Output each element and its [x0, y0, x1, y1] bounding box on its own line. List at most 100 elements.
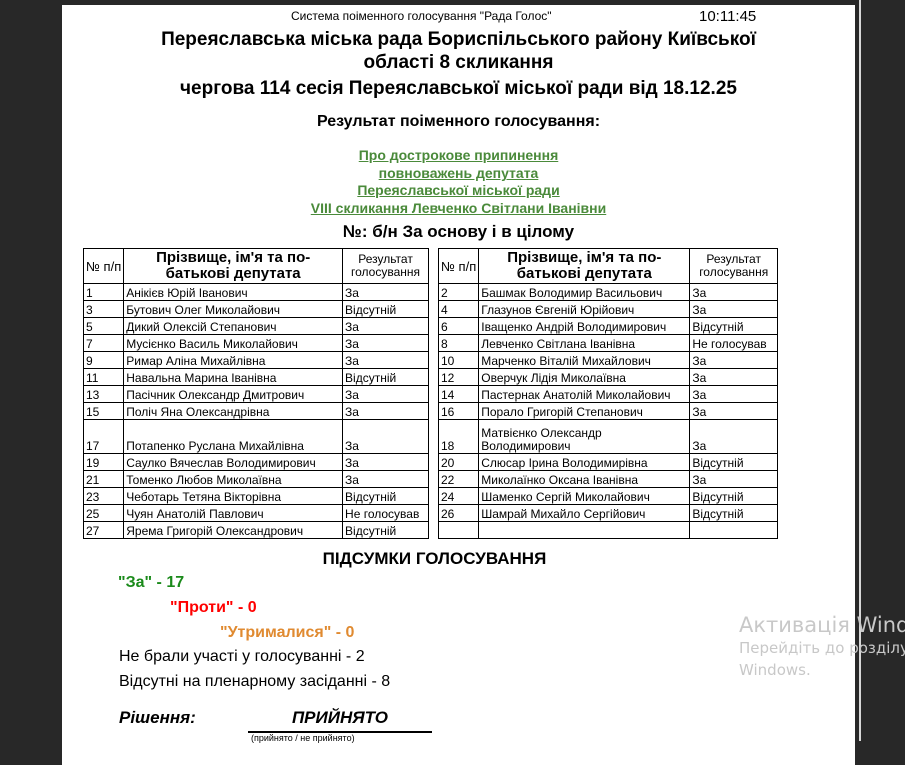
vote-result: За	[342, 470, 429, 488]
col-name: Прізвище, ім'я та по-батькові депутата	[123, 248, 344, 284]
deputy-name: Пасічник Олександр Дмитрович	[123, 385, 344, 403]
table-row: 27 Ярема Григорій Олександрович Відсутній	[82, 521, 429, 539]
vote-result: За	[689, 368, 778, 386]
table-row: 11 Навальна Марина Іванівна Відсутній	[82, 368, 429, 386]
row-number	[437, 521, 480, 539]
deputy-name: Томенко Любов Миколаївна	[123, 470, 344, 488]
vote-result: Відсутній	[342, 300, 429, 318]
summary-abstained: "Утрималися" - 0	[220, 624, 355, 641]
decision-value: ПРИЙНЯТО	[248, 708, 432, 733]
window-divider	[859, 0, 861, 741]
deputy-name: Порало Григорій Степанович	[478, 402, 691, 420]
table-row: 7 Мусієнко Василь Миколайович За	[82, 334, 429, 352]
row-number: 15	[82, 402, 125, 420]
subject-line: Про дострокове припинення	[358, 147, 559, 163]
row-number: 8	[437, 334, 480, 352]
row-number: 23	[82, 487, 125, 505]
col-name: Прізвище, ім'я та по-батькові депутата	[478, 248, 691, 284]
table-row: 9 Римар Аліна Михайлівна За	[82, 351, 429, 369]
deputy-name: Башмак Володимир Васильович	[478, 283, 691, 301]
deputy-name: Слюсар Ірина Володимирівна	[478, 453, 691, 471]
table-row: 8 Левченко Світлана Іванівна Не голосував	[437, 334, 778, 352]
vote-result: За	[342, 351, 429, 369]
deputy-name: Левченко Світлана Іванівна	[478, 334, 691, 352]
table-header: № п/п Прізвище, ім'я та по-батькові депут…	[82, 248, 429, 284]
col-result: Результат голосування	[342, 248, 429, 284]
col-result: Результат голосування	[689, 248, 778, 284]
table-row: 14 Пастернак Анатолій Миколайович За	[437, 385, 778, 403]
windows-activation-watermark: Активація Windows Перейдіть до розділу W…	[739, 613, 905, 679]
table-header: № п/п Прізвище, ім'я та по-батькові депут…	[437, 248, 778, 284]
deputy-name: Шаменко Сергій Миколайович	[478, 487, 691, 505]
row-number: 18	[437, 419, 480, 454]
vote-result: Відсутній	[342, 521, 429, 539]
table-row: 17 Потапенко Руслана Михайлівна За	[82, 419, 429, 454]
deputy-name: Марченко Віталій Михайлович	[478, 351, 691, 369]
deputy-name: Римар Аліна Михайлівна	[123, 351, 344, 369]
table-row: 1 Анікієв Юрій Іванович За	[82, 283, 429, 301]
row-number: 2	[437, 283, 480, 301]
deputy-name: Поліч Яна Олександрівна	[123, 402, 344, 420]
table-row: 13 Пасічник Олександр Дмитрович За	[82, 385, 429, 403]
table-row: 15 Поліч Яна Олександрівна За	[82, 402, 429, 420]
row-number: 24	[437, 487, 480, 505]
vote-result: За	[689, 351, 778, 369]
vote-result: За	[689, 470, 778, 488]
table-row: 5 Дикий Олексій Степанович За	[82, 317, 429, 335]
row-number: 3	[82, 300, 125, 318]
row-number: 10	[437, 351, 480, 369]
vote-result: За	[342, 334, 429, 352]
summary-heading: ПІДСУМКИ ГОЛОСУВАННЯ	[322, 549, 547, 568]
vote-result: Не голосував	[342, 504, 429, 522]
table-row	[437, 521, 778, 539]
vote-result	[689, 521, 778, 539]
decision-label: Рішення:	[119, 708, 196, 727]
table-row: 25 Чуян Анатолій Павлович Не голосував	[82, 504, 429, 522]
deputy-name: Ярема Григорій Олександрович	[123, 521, 344, 539]
deputy-name: Шамрай Михайло Сергійович	[478, 504, 691, 522]
row-number: 20	[437, 453, 480, 471]
summary-for: "За" - 17	[118, 574, 185, 591]
deputy-name: Мусієнко Василь Миколайович	[123, 334, 344, 352]
council-title-2: області 8 скликання	[363, 52, 554, 73]
vote-result: За	[342, 385, 429, 403]
document-page: Система поіменного голосування "Рада Гол…	[62, 5, 855, 765]
vote-result: Відсутній	[689, 504, 778, 522]
table-row: 6 Іващенко Андрій Володимирович Відсутній	[437, 317, 778, 335]
watermark-line: Перейдіть до розділу	[739, 639, 905, 657]
summary-against: "Проти" - 0	[170, 599, 257, 616]
decision-caption: (прийнято / не прийнято)	[251, 733, 355, 743]
row-number: 5	[82, 317, 125, 335]
vote-result: За	[342, 283, 429, 301]
table-row: 18 Матвієнко Олександр Володимирович За	[437, 419, 778, 454]
col-num: № п/п	[437, 248, 480, 284]
row-number: 13	[82, 385, 125, 403]
watermark-line: Windows.	[739, 661, 811, 679]
row-number: 25	[82, 504, 125, 522]
deputy-name: Дикий Олексій Степанович	[123, 317, 344, 335]
council-title-1: Переяславська міська рада Бориспільськог…	[161, 29, 756, 50]
vote-result: За	[689, 300, 778, 318]
row-number: 6	[437, 317, 480, 335]
watermark-title: Активація Windows	[739, 613, 905, 637]
vote-result: За	[342, 317, 429, 335]
row-number: 26	[437, 504, 480, 522]
vote-number: №: б/н За основу і в цілому	[342, 222, 575, 241]
system-name: Система поіменного голосування "Рада Гол…	[291, 9, 552, 23]
table-row: 19 Саулко Вячеслав Володимирович За	[82, 453, 429, 471]
row-number: 21	[82, 470, 125, 488]
row-number: 16	[437, 402, 480, 420]
vote-result: Відсутній	[689, 453, 778, 471]
subject-line: повноважень депутата	[378, 165, 539, 181]
row-number: 4	[437, 300, 480, 318]
vote-result: За	[689, 283, 778, 301]
votes-table-left: № п/п Прізвище, ім'я та по-батькові депут…	[82, 248, 429, 539]
subject-line: Переяславської міської ради	[357, 182, 560, 198]
session-title: чергова 114 сесія Переяславської міської…	[180, 78, 737, 99]
table-row: 22 Миколаїнко Оксана Іванівна За	[437, 470, 778, 488]
vote-result: Не голосував	[689, 334, 778, 352]
vote-result: За	[342, 419, 429, 454]
deputy-name: Оверчук Лідія Миколаївна	[478, 368, 691, 386]
table-row: 16 Порало Григорій Степанович За	[437, 402, 778, 420]
deputy-name: Глазунов Євгеній Юрійович	[478, 300, 691, 318]
